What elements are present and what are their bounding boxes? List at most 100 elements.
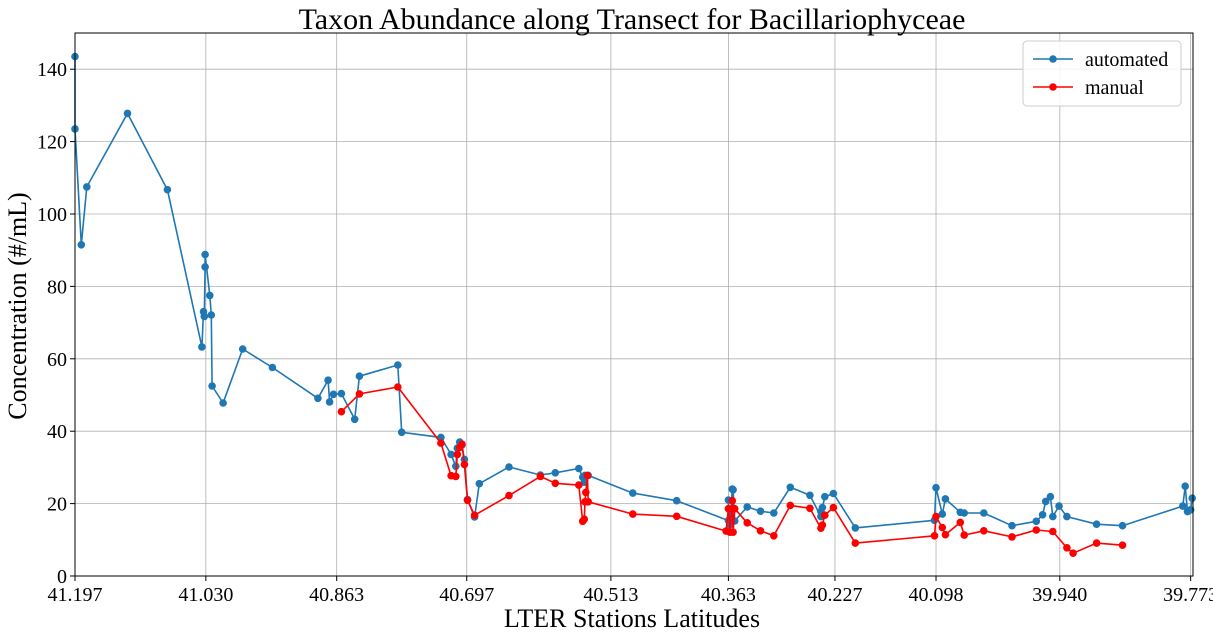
data-point-automated <box>806 491 814 500</box>
data-point-manual <box>821 511 829 519</box>
data-point-manual <box>551 479 560 488</box>
data-point-automated <box>980 509 988 517</box>
series-line-manual <box>340 386 1123 555</box>
data-point-automated <box>208 382 216 390</box>
data-point-automated <box>83 183 91 191</box>
data-point-automated <box>268 363 277 372</box>
data-point-automated <box>1008 521 1016 530</box>
data-point-automated <box>201 263 209 271</box>
data-point-automated <box>201 250 209 259</box>
data-point-automated <box>941 495 950 503</box>
data-point-automated <box>851 524 860 532</box>
data-point-automated <box>1038 511 1047 519</box>
data-point-manual <box>582 488 590 497</box>
data-point-manual <box>743 519 751 527</box>
data-point-automated <box>447 450 455 459</box>
data-point-automated <box>337 389 346 398</box>
data-point-manual <box>930 532 939 540</box>
data-point-manual <box>1118 541 1127 549</box>
data-point-manual <box>580 515 589 523</box>
data-point-manual <box>818 521 827 529</box>
legend-box <box>1022 40 1182 107</box>
data-point-manual <box>453 450 462 459</box>
data-point-automated <box>1046 492 1055 501</box>
x-tick-label: 40.513 <box>583 584 638 606</box>
data-point-manual <box>1092 539 1101 547</box>
data-point-automated <box>206 291 214 300</box>
data-point-manual <box>851 539 860 547</box>
data-point-automated <box>1179 502 1187 510</box>
data-point-automated <box>329 390 338 399</box>
series-manual <box>337 383 1127 557</box>
data-point-automated <box>960 509 968 517</box>
series-line-automated <box>74 56 1193 529</box>
x-tick-label: 40.697 <box>439 584 494 606</box>
data-point-automated <box>505 463 513 471</box>
data-point-manual <box>932 512 940 521</box>
data-point-manual <box>941 530 950 539</box>
y-tick-label: 100 <box>37 204 67 226</box>
data-point-automated <box>207 311 216 319</box>
y-tick-label: 80 <box>47 276 67 298</box>
data-point-automated <box>756 507 765 515</box>
data-point-automated <box>219 399 227 407</box>
data-point-automated <box>1055 502 1063 510</box>
data-point-automated <box>77 241 86 249</box>
data-point-automated <box>729 486 737 494</box>
data-point-manual <box>1032 526 1041 534</box>
data-point-manual <box>756 527 765 535</box>
data-point-automated <box>314 394 322 403</box>
data-point-automated <box>1049 512 1057 521</box>
data-point-automated <box>1181 482 1189 491</box>
data-point-manual <box>980 527 988 535</box>
data-point-manual <box>458 440 466 449</box>
data-point-automated <box>355 372 364 381</box>
data-point-automated <box>1032 517 1041 526</box>
data-point-manual <box>786 501 795 510</box>
y-tick-label: 140 <box>37 59 67 81</box>
x-tick-label: 40.227 <box>807 584 862 606</box>
x-tick-label: 40.863 <box>309 584 364 606</box>
data-point-automated <box>198 343 206 351</box>
data-point-automated <box>770 509 778 517</box>
y-tick-label: 60 <box>47 349 67 371</box>
series-automated <box>71 52 1196 532</box>
legend-label-manual: manual <box>1085 77 1144 99</box>
data-point-manual <box>960 531 968 539</box>
data-point-automated <box>325 398 334 406</box>
data-point-manual <box>829 503 838 512</box>
data-point-automated <box>123 109 132 118</box>
data-point-manual <box>470 511 479 519</box>
data-point-automated <box>1092 520 1101 528</box>
data-point-automated <box>475 479 484 488</box>
legend: automated manual <box>1022 40 1182 107</box>
x-axis-label: LTER Stations Latitudes <box>504 604 760 633</box>
data-point-manual <box>575 481 583 489</box>
data-point-automated <box>394 361 402 369</box>
x-tick-label: 39.940 <box>1032 584 1087 606</box>
data-point-automated <box>629 489 637 497</box>
data-point-automated <box>200 312 209 321</box>
data-point-manual <box>672 512 681 521</box>
data-point-automated <box>743 503 751 511</box>
series-layer <box>71 52 1196 557</box>
y-tick-label: 20 <box>47 494 67 516</box>
x-tick-label: 41.197 <box>48 584 103 606</box>
data-point-automated <box>1186 506 1195 514</box>
data-point-manual <box>337 407 346 416</box>
y-tick-label: 0 <box>57 566 67 588</box>
x-tick-label: 40.098 <box>909 584 964 606</box>
y-tick-label: 120 <box>37 132 67 154</box>
data-point-manual <box>1008 533 1016 541</box>
data-point-manual <box>956 518 965 527</box>
data-point-automated <box>932 483 940 492</box>
data-point-manual <box>355 390 364 398</box>
data-point-automated <box>575 464 583 473</box>
data-point-automated <box>818 503 827 512</box>
data-point-manual <box>938 523 947 532</box>
data-point-manual <box>770 532 778 540</box>
data-point-automated <box>397 428 406 437</box>
data-point-automated <box>1118 521 1127 530</box>
legend-marker-manual <box>1049 83 1057 91</box>
